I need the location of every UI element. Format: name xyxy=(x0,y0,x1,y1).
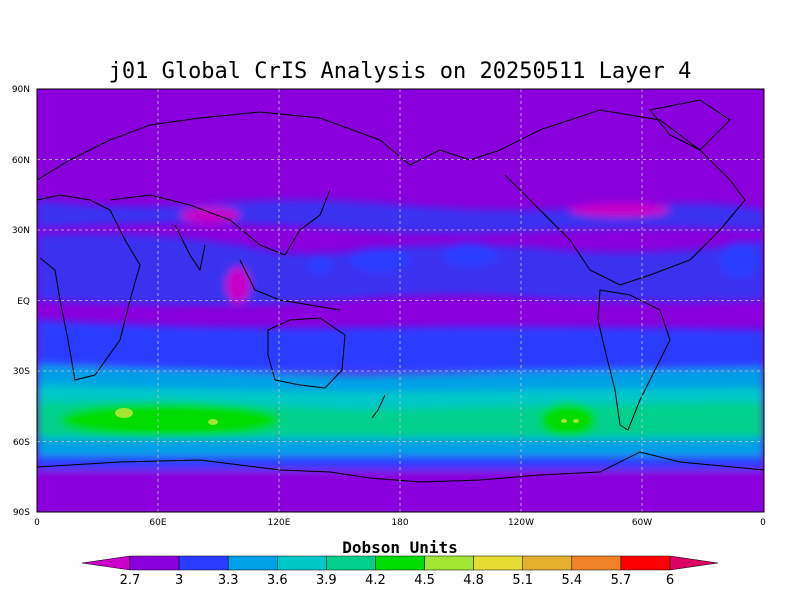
colorbar-swatch xyxy=(326,555,376,571)
colorbar-swatch xyxy=(473,555,523,571)
lat-tick-label: 60N xyxy=(12,156,30,166)
lon-tick-label: 120W xyxy=(508,518,534,528)
colorbar-swatch xyxy=(424,555,474,571)
lat-axis: 90N 60N 30N EQ 30S 60S 90S xyxy=(12,85,30,518)
colorbar-level-label: 4.8 xyxy=(463,573,484,588)
lat-tick-label: 60S xyxy=(13,438,30,448)
lon-tick-label: 60E xyxy=(149,518,166,528)
colorbar-level-label: 5.1 xyxy=(512,573,533,588)
lat-tick-label: EQ xyxy=(17,297,30,307)
ozone-field xyxy=(37,89,764,512)
colorbar-level-label: 3.6 xyxy=(267,573,288,588)
lat-tick-label: 90N xyxy=(12,85,30,95)
colorbar-level-label: 4.5 xyxy=(414,573,435,588)
lon-tick-label: 60W xyxy=(632,518,652,528)
lon-tick-label: 0 xyxy=(760,518,766,528)
colorbar-low-extension xyxy=(81,555,131,571)
colorbar-swatch xyxy=(129,555,180,571)
colorbar-level-label: 5.4 xyxy=(561,573,582,588)
colorbar-level-label: 4.2 xyxy=(365,573,386,588)
colorbar-swatch xyxy=(375,555,425,571)
map-frame xyxy=(36,88,765,513)
colorbar-level-label: 6 xyxy=(666,573,674,588)
coastlines xyxy=(37,99,764,483)
colorbar-level-label: 3.9 xyxy=(316,573,337,588)
colorbar-swatch xyxy=(620,555,671,571)
colorbar: 2.7 3 3.3 3.6 3.9 4.2 4.5 4.8 5.1 5.4 5.7 6 xyxy=(81,555,719,588)
colorbar-swatch xyxy=(571,555,622,571)
map-title: j01 Global CrIS Analysis on 20250511 Lay… xyxy=(109,59,692,84)
colorbar-label: Dobson Units xyxy=(342,538,458,557)
graticule xyxy=(37,89,764,512)
lon-axis: 0 60E 120E 180 120W 60W 0 xyxy=(34,518,766,528)
colorbar-level-label: 3 xyxy=(175,573,183,588)
colorbar-high-extension xyxy=(669,555,719,571)
colorbar-swatch xyxy=(522,555,573,571)
colorbar-level-label: 3.3 xyxy=(218,573,239,588)
lat-tick-label: 30N xyxy=(12,226,30,236)
lat-tick-label: 30S xyxy=(13,367,30,377)
colorbar-level-label: 5.7 xyxy=(611,573,632,588)
colorbar-swatch xyxy=(277,555,327,571)
colorbar-swatch xyxy=(227,555,278,571)
colorbar-swatch xyxy=(178,555,229,571)
lat-tick-label: 90S xyxy=(13,508,30,518)
lon-tick-label: 120E xyxy=(268,518,291,528)
lon-tick-label: 0 xyxy=(34,518,40,528)
lon-tick-label: 180 xyxy=(391,518,408,528)
colorbar-level-label: 2.7 xyxy=(120,573,141,588)
